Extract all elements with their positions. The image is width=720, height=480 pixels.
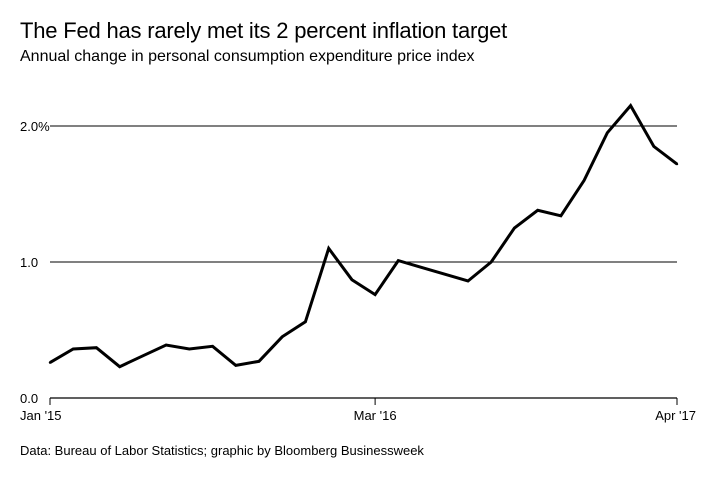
data-point [48, 361, 52, 364]
data-point [466, 279, 470, 283]
y-tick-label: 0.0 [20, 391, 38, 406]
source-note: Data: Bureau of Labor Statistics; graphi… [20, 443, 424, 458]
data-point [95, 346, 98, 349]
data-point [257, 360, 261, 363]
x-tick-label: Jan '15 [20, 408, 62, 423]
data-point [420, 266, 423, 269]
data-point [606, 131, 609, 134]
data-point [188, 347, 191, 351]
y-tick-label: 2.0% [20, 119, 50, 134]
data-point [211, 345, 214, 348]
data-point [397, 259, 400, 262]
data-point [559, 214, 563, 217]
data-point [327, 247, 330, 250]
data-point [443, 273, 446, 276]
data-point [582, 179, 586, 182]
data-point [72, 347, 75, 351]
data-point [118, 365, 121, 368]
data-point [141, 354, 145, 358]
chart-title: The Fed has rarely met its 2 percent inf… [20, 18, 508, 43]
data-point [675, 162, 679, 166]
x-tick-label: Apr '17 [655, 408, 696, 423]
data-point [350, 278, 354, 281]
data-point [234, 364, 237, 367]
data-point [281, 335, 284, 338]
data-point [304, 320, 307, 324]
x-tick-label: Mar '16 [354, 408, 397, 423]
data-point [629, 104, 632, 107]
chart-subtitle: Annual change in personal consumption ex… [20, 48, 475, 65]
data-point [536, 209, 539, 212]
data-point [513, 226, 516, 230]
y-tick-label: 1.0 [20, 255, 38, 270]
data-point [490, 260, 493, 264]
series-line [49, 103, 678, 369]
data-point [373, 293, 377, 296]
data-point [164, 343, 168, 347]
data-point [652, 145, 655, 148]
